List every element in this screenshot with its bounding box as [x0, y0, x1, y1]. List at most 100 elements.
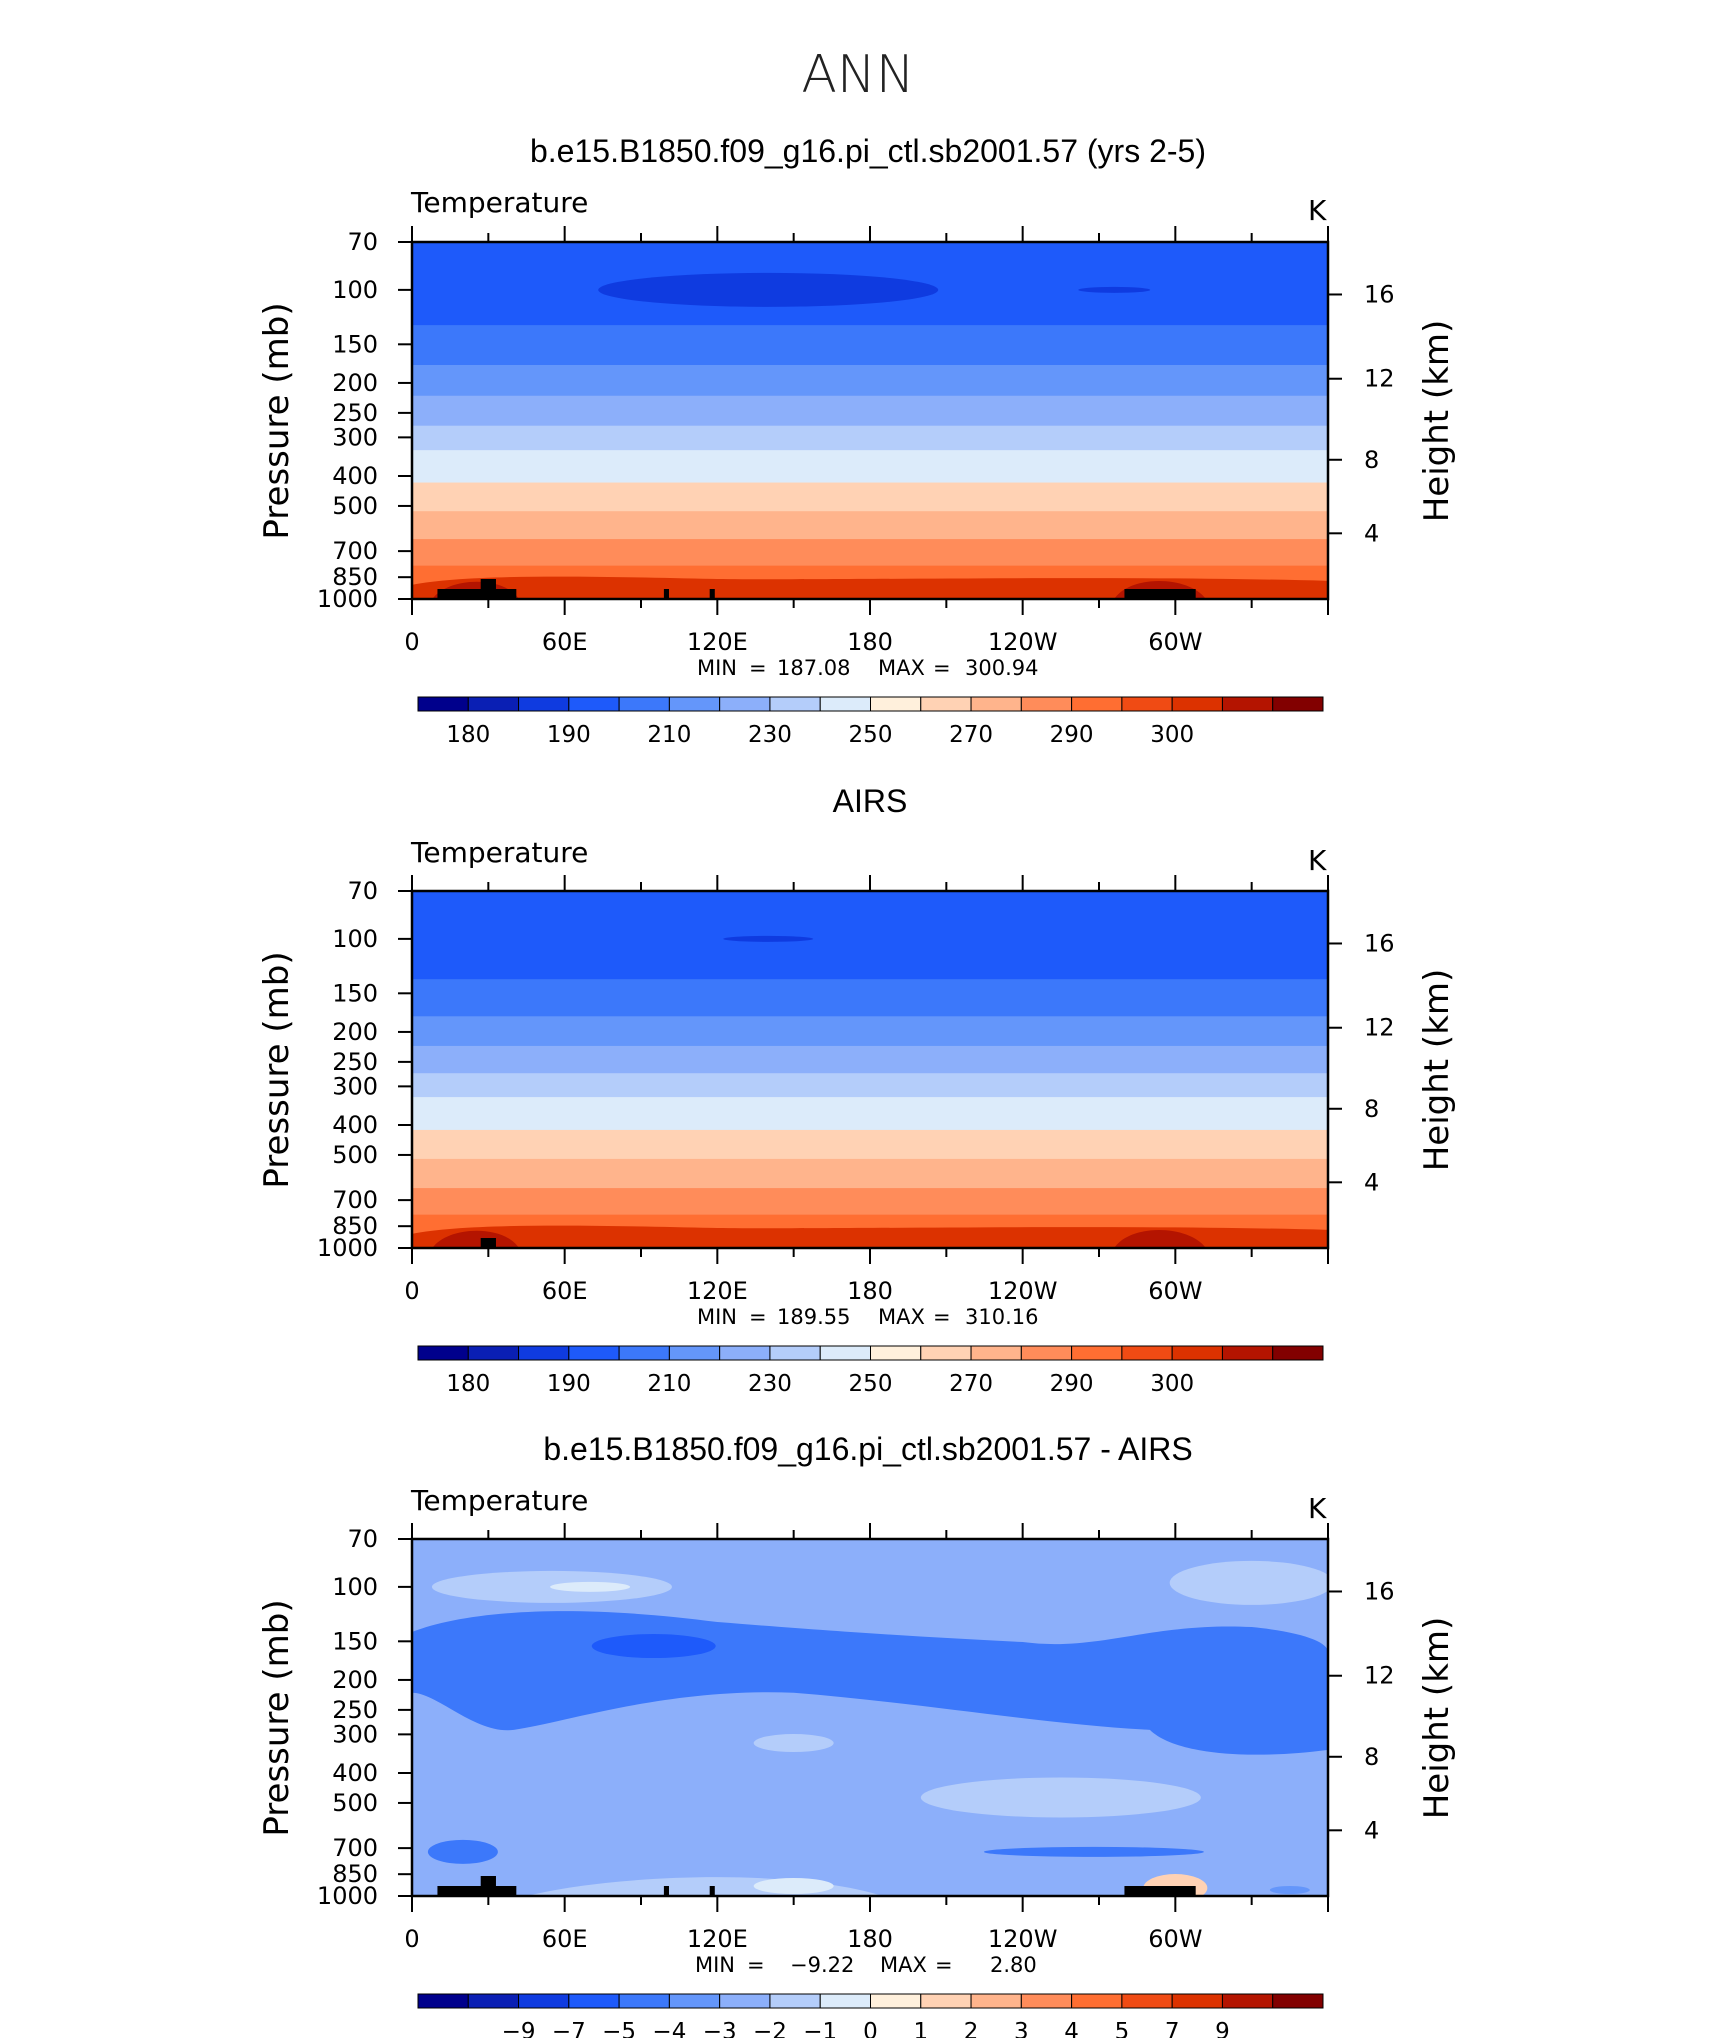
y-tick-label: 500 [332, 1141, 378, 1169]
min-value: −9.22 [790, 1953, 854, 1977]
height-tick-label: 8 [1364, 1743, 1379, 1771]
colorbar-label: −3 [703, 2019, 737, 2038]
colorbar-swatch [1020, 1345, 1073, 1361]
colorbar-swatch [467, 1993, 520, 2009]
contour-band [412, 979, 1328, 1017]
height-tick-label: 4 [1364, 519, 1379, 547]
colorbar-swatch [618, 696, 670, 712]
colorbar-swatch [1221, 696, 1274, 712]
colorbar-label: 230 [748, 1371, 792, 1397]
units-label: K [1308, 194, 1327, 227]
colorbar-label: 4 [1064, 2019, 1079, 2038]
colorbar-swatch [668, 696, 721, 712]
y-tick-label: 700 [332, 537, 378, 565]
colorbar-swatch [769, 1993, 821, 2009]
land-mask [709, 1886, 715, 1896]
y-tick-label: 400 [332, 1759, 378, 1787]
contour-band [412, 1129, 1328, 1160]
colorbar-label: −7 [552, 2019, 586, 2038]
x-tick-label: 0 [404, 1277, 419, 1305]
y-tick-label: 100 [332, 1573, 378, 1601]
y-tick-label: 150 [332, 1627, 378, 1655]
x-tick-label: 120E [687, 1925, 748, 1953]
contour-band [723, 935, 814, 942]
colorbar-swatch [568, 1345, 620, 1361]
land-mask [437, 1886, 517, 1896]
contour-band [412, 425, 1328, 451]
y-tick-label: 1000 [317, 1234, 378, 1262]
y-tick-label: 300 [332, 423, 378, 451]
colorbar-swatch [819, 696, 872, 712]
contour-band [412, 576, 1328, 599]
colorbar-swatch [819, 1345, 872, 1361]
panel-obs: AIRS Temperature K 701001502002503004005… [257, 783, 1457, 1397]
colorbar-swatch [618, 1993, 670, 2009]
colorbar-swatch [668, 1993, 721, 2009]
colorbar-swatch [920, 1345, 972, 1361]
colorbar-label: 290 [1050, 1371, 1094, 1397]
colorbar-swatch [1020, 696, 1073, 712]
contour-band [1169, 1560, 1328, 1605]
colorbar-swatch [417, 1993, 469, 2009]
colorbar-swatch [1272, 1345, 1324, 1361]
colorbar-swatch [970, 1993, 1022, 2009]
colorbar-swatch [1020, 1993, 1073, 2009]
x-tick-label: 120E [687, 1277, 748, 1305]
min-value: 187.08 [777, 656, 850, 680]
land-mask [709, 589, 715, 599]
y-tick-label: 300 [332, 1720, 378, 1748]
panel-title: AIRS [833, 783, 908, 819]
colorbar-label: 180 [446, 1371, 490, 1397]
colorbar-label: 270 [949, 1371, 993, 1397]
y-tick-label: 850 [332, 1212, 378, 1240]
y-tick-label: 200 [332, 1018, 378, 1046]
height-tick-label: 12 [1364, 365, 1395, 393]
colorbar-swatch [769, 696, 821, 712]
height-axis-title: Height (km) [1417, 320, 1457, 523]
contour-band [1114, 1230, 1206, 1248]
land-mask [663, 589, 669, 599]
colorbar: 180 190 210 230 250 270 290 300 [417, 1345, 1324, 1397]
y-tick-label: 150 [332, 979, 378, 1007]
y-tick-label: 100 [332, 925, 378, 953]
panel-title: b.e15.B1850.f09_g16.pi_ctl.sb2001.57 - A… [543, 1431, 1192, 1467]
min-label: MIN [695, 1953, 735, 1977]
contour-band [412, 1158, 1328, 1189]
max-value: 300.94 [965, 656, 1038, 680]
contour-band [412, 395, 1328, 427]
x-tick-label: 60W [1148, 1277, 1202, 1305]
height-axis-title: Height (km) [1417, 969, 1457, 1172]
colorbar-swatch [1171, 1345, 1223, 1361]
y-tick-label: 850 [332, 1860, 378, 1888]
y-tick-label: 300 [332, 1072, 378, 1100]
contour-band [412, 511, 1328, 540]
land-mask [437, 589, 517, 599]
colorbar-swatch [870, 1345, 922, 1361]
x-tick-label: 120W [988, 1925, 1058, 1953]
x-tick-label: 0 [404, 628, 419, 656]
y-tick-label: 150 [332, 330, 378, 358]
y-tick-label: 70 [347, 228, 378, 256]
colorbar-label: 2 [964, 2019, 979, 2038]
y-tick-label: 70 [347, 877, 378, 905]
contour-band [412, 1045, 1328, 1074]
contour-band [1269, 1886, 1310, 1894]
colorbar-label: 3 [1014, 2019, 1029, 2038]
colorbar-label: −4 [652, 2019, 686, 2038]
colorbar-swatch [417, 696, 469, 712]
min-max-readout: MIN = 187.08 MAX = 300.94 [697, 656, 1038, 680]
contour-band [920, 1777, 1201, 1818]
colorbar-label: 1 [913, 2019, 928, 2038]
plot-area [410, 240, 1330, 601]
height-tick-label: 16 [1364, 280, 1395, 308]
colorbar-swatch [1171, 1993, 1223, 2009]
colorbar-swatch [719, 1993, 771, 2009]
panel-diff: b.e15.B1850.f09_g16.pi_ctl.sb2001.57 - A… [257, 1431, 1457, 2038]
y-tick-label: 400 [332, 462, 378, 490]
contour-band [412, 1225, 1328, 1248]
colorbar-label: −9 [502, 2019, 536, 2038]
pressure-axis-title: Pressure (mb) [257, 951, 297, 1188]
colorbar-swatch [1071, 696, 1123, 712]
